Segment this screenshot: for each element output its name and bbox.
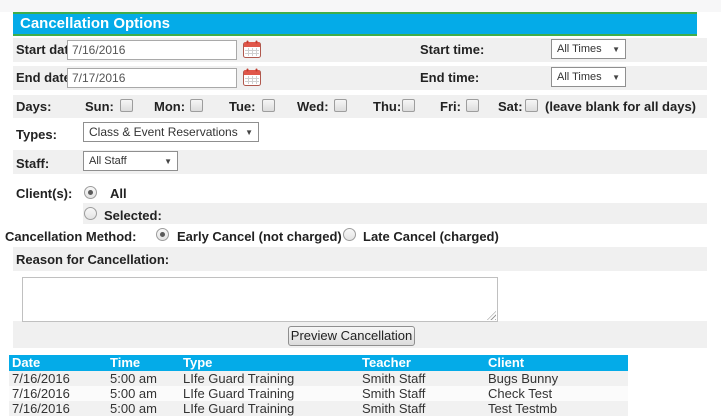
preview-cancellation-button[interactable]: Preview Cancellation	[288, 326, 415, 346]
day-checkbox-tue[interactable]	[262, 99, 275, 112]
dropdown-arrow-icon: ▼	[164, 156, 172, 166]
day-label-thu: Thu:	[373, 99, 402, 114]
cell-teacher: Smith Staff	[362, 371, 426, 386]
staff-value: All Staff	[89, 155, 127, 167]
day-checkbox-sun[interactable]	[120, 99, 133, 112]
calendar-icon[interactable]	[243, 68, 261, 86]
cell-time: 5:00 am	[110, 371, 157, 386]
days-label: Days:	[16, 99, 52, 114]
top-strip	[0, 0, 721, 12]
end-date-label: End date:	[16, 70, 76, 85]
cell-date: 7/16/2016	[12, 401, 70, 416]
end-time-value: All Times	[557, 71, 602, 83]
dropdown-arrow-icon: ▼	[612, 72, 620, 82]
cell-client: Check Test	[488, 386, 553, 401]
cell-date: 7/16/2016	[12, 386, 70, 401]
day-checkbox-wed[interactable]	[334, 99, 347, 112]
table-header-row: Date Time Type Teacher Client	[9, 355, 628, 371]
clients-selected-radio[interactable]	[84, 207, 97, 220]
column-header-date: Date	[12, 355, 41, 370]
cell-date: 7/16/2016	[12, 371, 70, 386]
clients-selected-label: Selected:	[104, 208, 162, 223]
cell-type: LIfe Guard Training	[183, 401, 295, 416]
late-cancel-radio[interactable]	[343, 228, 356, 241]
start-time-label: Start time:	[420, 42, 485, 57]
day-checkbox-sat[interactable]	[525, 99, 538, 112]
end-time-label: End time:	[420, 70, 480, 85]
day-label-mon: Mon:	[154, 99, 186, 114]
day-checkbox-thu[interactable]	[402, 99, 415, 112]
dropdown-arrow-icon: ▼	[245, 127, 253, 137]
clients-all-label: All	[110, 186, 127, 201]
cell-time: 5:00 am	[110, 401, 157, 416]
selected-row-band	[83, 203, 707, 224]
start-time-value: All Times	[557, 43, 602, 55]
cell-client: Test Testmb	[488, 401, 558, 416]
cell-teacher: Smith Staff	[362, 386, 426, 401]
end-time-select[interactable]: All Times ▼	[551, 67, 626, 87]
calendar-icon[interactable]	[243, 40, 261, 58]
day-label-sun: Sun:	[85, 99, 114, 114]
types-value: Class & Event Reservations	[89, 125, 238, 139]
day-label-sat: Sat:	[498, 99, 523, 114]
clients-label: Client(s):	[16, 186, 73, 201]
table-row: 7/16/2016 5:00 am LIfe Guard Training Sm…	[9, 386, 628, 401]
day-label-tue: Tue:	[229, 99, 256, 114]
start-time-select[interactable]: All Times ▼	[551, 39, 626, 59]
results-table: Date Time Type Teacher Client 7/16/2016 …	[9, 355, 628, 416]
method-label: Cancellation Method:	[5, 229, 137, 244]
day-label-fri: Fri:	[440, 99, 461, 114]
types-select[interactable]: Class & Event Reservations ▼	[83, 122, 259, 142]
day-label-wed: Wed:	[297, 99, 329, 114]
column-header-type: Type	[183, 355, 213, 370]
types-label: Types:	[16, 127, 57, 142]
early-cancel-radio[interactable]	[156, 228, 169, 241]
cell-teacher: Smith Staff	[362, 401, 426, 416]
cell-type: LIfe Guard Training	[183, 386, 295, 401]
dropdown-arrow-icon: ▼	[612, 44, 620, 54]
late-cancel-label: Late Cancel (charged)	[363, 229, 499, 244]
column-header-teacher: Teacher	[362, 355, 411, 370]
start-date-input[interactable]	[67, 40, 237, 60]
reason-row-band	[13, 247, 707, 271]
reason-textarea[interactable]	[22, 277, 498, 322]
table-row: 7/16/2016 5:00 am LIfe Guard Training Sm…	[9, 401, 628, 416]
cell-client: Bugs Bunny	[488, 371, 559, 386]
day-checkbox-fri[interactable]	[466, 99, 479, 112]
table-row: 7/16/2016 5:00 am LIfe Guard Training Sm…	[9, 371, 628, 386]
staff-select[interactable]: All Staff ▼	[83, 151, 178, 171]
cell-time: 5:00 am	[110, 386, 157, 401]
reason-label: Reason for Cancellation:	[16, 252, 170, 267]
day-checkbox-mon[interactable]	[190, 99, 203, 112]
end-date-input[interactable]	[67, 68, 237, 88]
early-cancel-label: Early Cancel (not charged)	[177, 229, 342, 244]
days-hint: (leave blank for all days)	[545, 99, 697, 114]
clients-all-radio[interactable]	[84, 186, 97, 199]
start-date-label: Start date:	[16, 42, 81, 57]
column-header-time: Time	[110, 355, 141, 370]
staff-label: Staff:	[16, 156, 50, 171]
column-header-client: Client	[488, 355, 525, 370]
cell-type: LIfe Guard Training	[183, 371, 295, 386]
page-title: Cancellation Options	[13, 12, 697, 36]
